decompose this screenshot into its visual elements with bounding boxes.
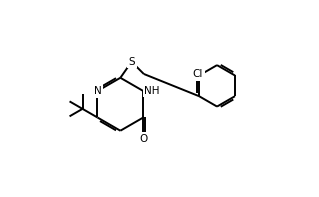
Text: S: S — [128, 57, 135, 67]
Text: Cl: Cl — [193, 69, 203, 79]
Text: NH: NH — [145, 86, 160, 96]
Text: O: O — [139, 134, 147, 144]
Text: N: N — [93, 86, 101, 96]
